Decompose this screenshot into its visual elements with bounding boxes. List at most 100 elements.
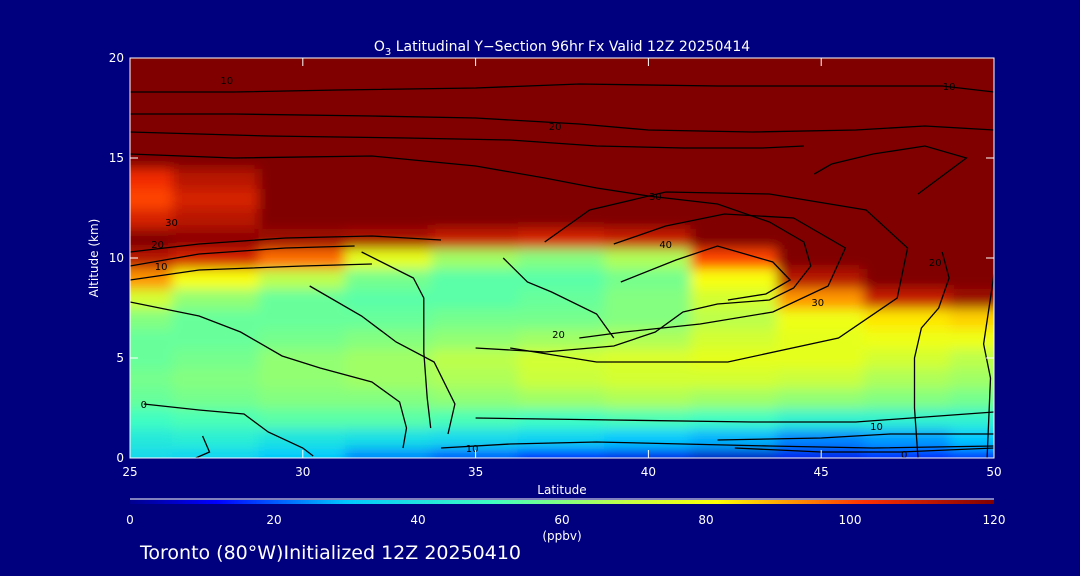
field-cell bbox=[949, 267, 994, 289]
field-cell bbox=[949, 327, 994, 349]
field-cell bbox=[130, 207, 175, 229]
field-cell bbox=[949, 367, 994, 389]
field-cell bbox=[949, 387, 994, 409]
field-cell bbox=[130, 187, 175, 209]
field-cell bbox=[345, 347, 434, 369]
field-cell bbox=[863, 58, 952, 69]
field-cell bbox=[517, 367, 607, 389]
chart-title-species: O bbox=[374, 39, 385, 55]
field-cell bbox=[258, 327, 347, 349]
y-tick-label: 10 bbox=[109, 251, 124, 265]
contour-line bbox=[195, 435, 211, 458]
x-tick-label: 45 bbox=[814, 465, 829, 479]
field-cell bbox=[431, 87, 520, 109]
field-cell bbox=[431, 287, 520, 309]
field-cell bbox=[777, 167, 866, 189]
field-cell bbox=[172, 387, 261, 409]
field-cell bbox=[690, 147, 779, 169]
colorbar bbox=[130, 500, 994, 504]
field-cell bbox=[690, 347, 779, 369]
field-cell bbox=[130, 367, 175, 389]
field-cell bbox=[130, 387, 175, 409]
field-cell bbox=[949, 307, 994, 329]
field-cell bbox=[345, 67, 434, 89]
field-cell bbox=[949, 347, 994, 369]
contour-label: 0 bbox=[141, 400, 147, 411]
field-cell bbox=[130, 407, 175, 429]
field-cell bbox=[172, 87, 261, 109]
field-cell bbox=[863, 227, 952, 249]
field-cell bbox=[949, 127, 994, 149]
field-cell bbox=[517, 307, 607, 329]
contour-line bbox=[130, 153, 812, 353]
field-cell bbox=[949, 187, 994, 209]
field-cell bbox=[777, 347, 866, 369]
field-cell bbox=[345, 307, 434, 329]
field-cell bbox=[863, 287, 952, 309]
field-cell bbox=[431, 127, 520, 149]
field-cell bbox=[258, 347, 347, 369]
field-cell bbox=[258, 167, 347, 189]
field-cell bbox=[690, 127, 779, 149]
field-cell bbox=[172, 427, 261, 449]
field-cell bbox=[431, 307, 520, 329]
field-cell bbox=[863, 267, 952, 289]
field-cell bbox=[777, 127, 866, 149]
field-cell bbox=[604, 207, 693, 229]
field-cell bbox=[690, 427, 779, 449]
field-cell bbox=[172, 167, 261, 189]
field-cell bbox=[258, 247, 347, 269]
field-cell bbox=[604, 147, 693, 169]
contour-line bbox=[361, 251, 432, 429]
field-cell bbox=[517, 58, 607, 69]
field-cell bbox=[949, 58, 994, 69]
field-cell bbox=[777, 267, 866, 289]
contour-line bbox=[620, 245, 792, 301]
field-cell bbox=[604, 287, 693, 309]
colorbar-tick-label: 60 bbox=[554, 513, 569, 527]
field-cell bbox=[690, 67, 779, 89]
contour-label: 30 bbox=[165, 218, 178, 229]
contour-line bbox=[309, 285, 456, 435]
field-cell bbox=[690, 247, 779, 269]
field-cell bbox=[690, 387, 779, 409]
chart-title-rest: Latitudinal Y−Section 96hr Fx Valid 12Z … bbox=[391, 39, 750, 55]
contour-line bbox=[130, 245, 355, 267]
field-cell bbox=[345, 207, 434, 229]
contour-line bbox=[130, 235, 442, 253]
field-cell bbox=[431, 327, 520, 349]
y-axis-label: Altitude (km) bbox=[87, 219, 101, 298]
field-cell bbox=[172, 227, 261, 249]
field-cell bbox=[863, 67, 952, 89]
field-cell bbox=[258, 427, 347, 449]
contour-label: 10 bbox=[870, 422, 883, 433]
field-cell bbox=[690, 107, 779, 129]
field-cell bbox=[431, 67, 520, 89]
field-cell bbox=[258, 367, 347, 389]
contour-label: 20 bbox=[549, 122, 562, 133]
field-cell bbox=[777, 187, 866, 209]
field-cell bbox=[172, 207, 261, 229]
field-cell bbox=[777, 227, 866, 249]
field-cell bbox=[172, 247, 261, 269]
field-cell bbox=[431, 227, 520, 249]
field-cell bbox=[517, 387, 607, 409]
colorbar-ticks: 0 20 40 60 80 100 120 bbox=[126, 513, 1005, 527]
field-cell bbox=[345, 167, 434, 189]
field-cell bbox=[517, 287, 607, 309]
field-cell bbox=[863, 107, 952, 129]
contour-line bbox=[440, 441, 994, 449]
field-cell bbox=[863, 307, 952, 329]
field-cell bbox=[863, 387, 952, 409]
field-cell bbox=[130, 67, 175, 89]
field-cell bbox=[604, 327, 693, 349]
field-cell bbox=[777, 147, 866, 169]
field-cell bbox=[863, 207, 952, 229]
field-cell bbox=[949, 167, 994, 189]
x-tick-label: 30 bbox=[295, 465, 310, 479]
field-cell bbox=[604, 307, 693, 329]
field-cell bbox=[517, 147, 607, 169]
field-cell bbox=[258, 267, 347, 289]
field-cell bbox=[345, 407, 434, 429]
